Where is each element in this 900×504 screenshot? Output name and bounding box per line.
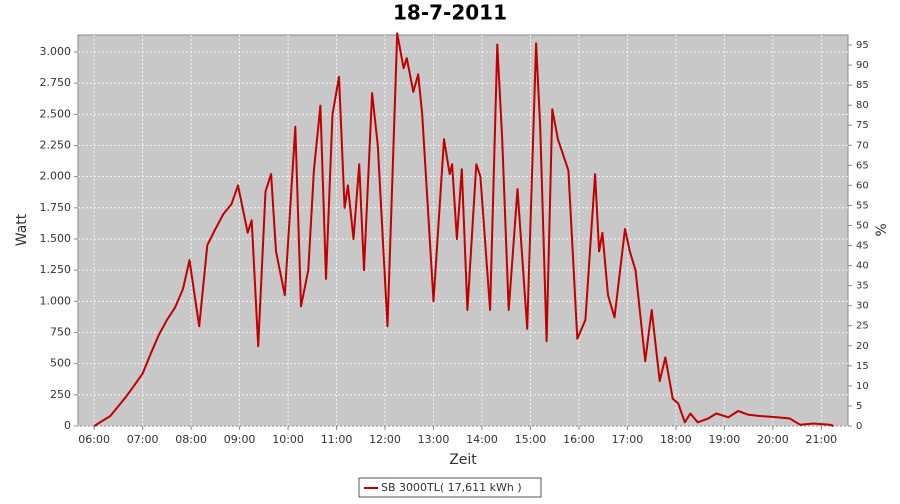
y-tick-label: 2.500 <box>40 107 72 120</box>
y-tick-label: 1.250 <box>40 263 72 276</box>
y2-tick-label: 40 <box>856 261 869 272</box>
y-tick-label: 3.000 <box>40 45 72 58</box>
x-tick-label: 09:00 <box>224 433 256 446</box>
x-tick-label: 06:00 <box>78 433 110 446</box>
y2-tick-label: 0 <box>856 421 862 432</box>
x-tick-label: 13:00 <box>418 433 450 446</box>
x-tick-label: 18:00 <box>660 433 692 446</box>
y2-tick-label: 60 <box>856 180 869 191</box>
legend-box <box>358 477 542 498</box>
plot-area <box>77 34 849 427</box>
chart-title: 18-7-2011 <box>393 1 507 25</box>
y-tick-label: 250 <box>50 388 71 401</box>
y2-tick-label: 55 <box>856 200 869 211</box>
y2-tick-label: 90 <box>856 60 869 71</box>
y2-tick-label: 50 <box>856 220 869 231</box>
y2-axis-label: % <box>874 223 890 236</box>
y-axis-label: Watt <box>14 213 30 246</box>
y2-tick-label: 80 <box>856 100 869 111</box>
y2-tick-label: 85 <box>856 80 869 91</box>
x-tick-label: 12:00 <box>369 433 401 446</box>
x-tick-label: 16:00 <box>563 433 595 446</box>
x-tick-label: 14:00 <box>466 433 498 446</box>
y2-tick-label: 70 <box>856 140 869 151</box>
y-tick-label: 1.750 <box>40 201 72 214</box>
x-tick-label: 17:00 <box>612 433 644 446</box>
y2-tick-label: 35 <box>856 281 869 292</box>
y-tick-label: 0 <box>64 419 71 432</box>
x-tick-label: 21:00 <box>805 433 837 446</box>
y-tick-label: 2.000 <box>40 170 72 183</box>
y2-tick-label: 65 <box>856 160 869 171</box>
y2-tick-label: 20 <box>856 341 869 352</box>
x-tick-label: 15:00 <box>515 433 547 446</box>
y2-tick-label: 45 <box>856 241 869 252</box>
y2-tick-label: 95 <box>856 40 869 51</box>
y2-tick-label: 30 <box>856 301 869 312</box>
y-tick-label: 2.250 <box>40 138 72 151</box>
y-tick-label: 1.000 <box>40 294 72 307</box>
y-tick-label: 1.500 <box>40 232 72 245</box>
x-axis-label: Zeit <box>449 452 477 468</box>
x-tick-label: 08:00 <box>175 433 207 446</box>
y2-tick-label: 25 <box>856 321 869 332</box>
y2-tick-label: 10 <box>856 381 869 392</box>
x-tick-label: 20:00 <box>757 433 789 446</box>
y2-tick-label: 75 <box>856 120 869 131</box>
x-tick-label: 11:00 <box>321 433 353 446</box>
x-tick-label: 07:00 <box>127 433 159 446</box>
y2-tick-label: 15 <box>856 361 869 372</box>
y-tick-label: 500 <box>50 357 71 370</box>
y2-tick-label: 5 <box>856 401 862 412</box>
line <box>93 32 834 427</box>
y-tick-label: 2.750 <box>40 76 72 89</box>
x-tick-label: 19:00 <box>709 433 741 446</box>
x-tick-label: 10:00 <box>272 433 304 446</box>
y-tick-label: 750 <box>50 325 71 338</box>
legend-label: SB 3000TL( 17,611 kWh ) <box>381 481 522 494</box>
